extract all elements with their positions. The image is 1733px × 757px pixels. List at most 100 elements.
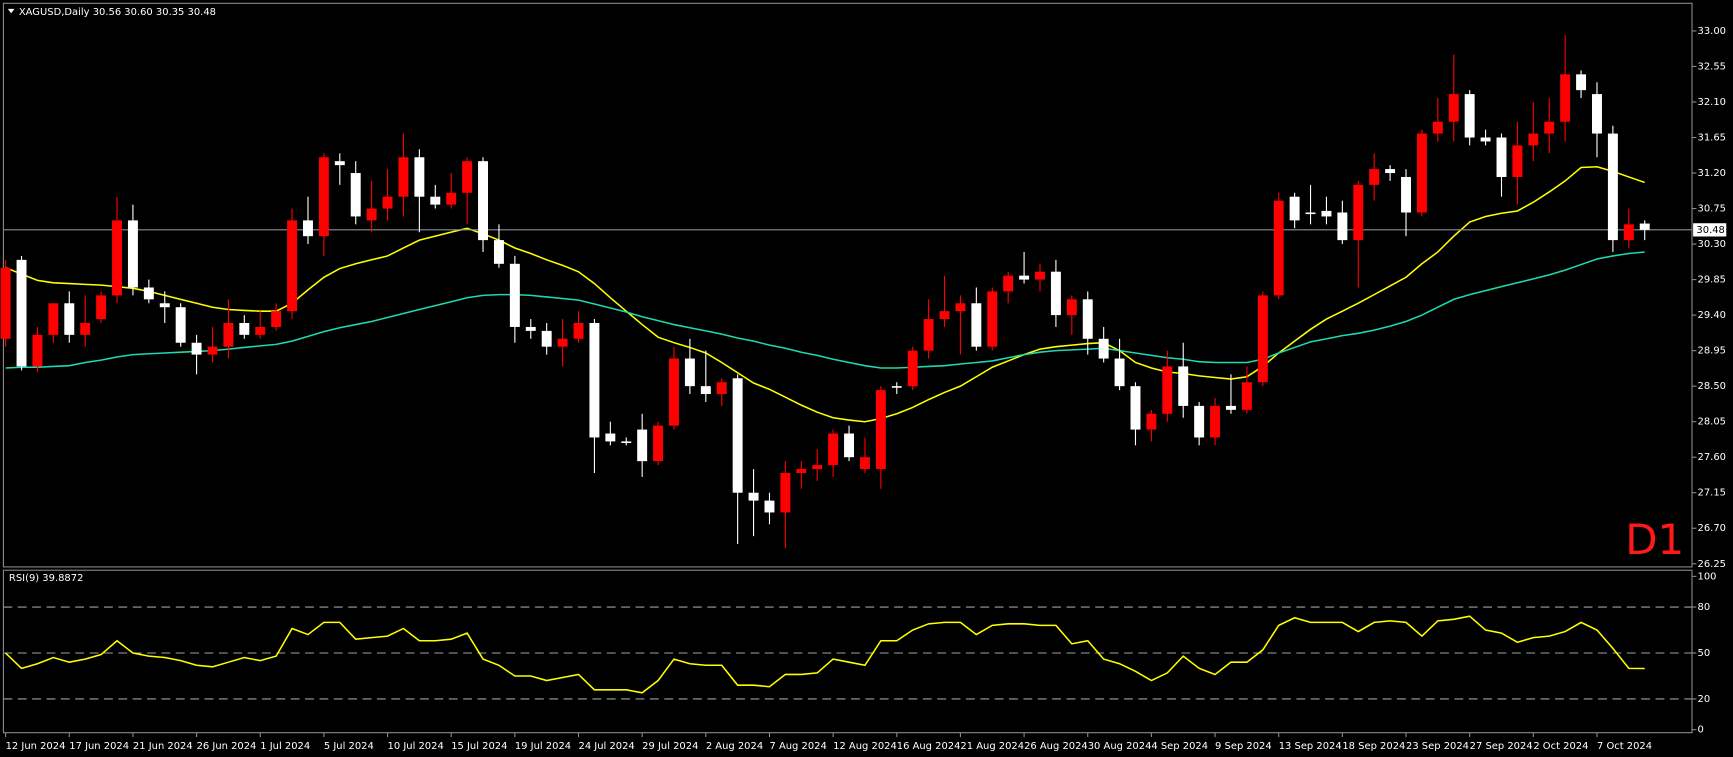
x-tick-label: 30 Aug 2024 [1088,741,1152,752]
candle-body [1050,271,1061,316]
current-price-box [1693,223,1727,237]
candle-body [1003,275,1014,292]
candle-body [1496,137,1507,177]
x-tick-label: 7 Aug 2024 [769,741,826,752]
candle-body [541,330,552,347]
candle-body [971,303,982,347]
candle-body [430,196,441,205]
candle-body [1607,133,1618,241]
candle-body [1225,405,1236,410]
x-tick-label: 10 Jul 2024 [388,741,444,752]
candle-body [573,323,584,339]
chart-title: XAGUSD,Daily 30.56 30.60 30.35 30.48 [19,7,216,18]
candle-body [143,287,154,300]
candle-body [637,429,648,462]
candle-body [271,311,282,327]
candle-body [446,192,457,205]
candle-body [1082,299,1093,339]
x-tick-label: 26 Aug 2024 [1024,741,1088,752]
y-tick-label: 27.15 [1698,488,1726,499]
y-tick-label: 26.25 [1698,559,1726,570]
x-tick-label: 19 Jul 2024 [515,741,571,752]
y-tick-label: 28.50 [1698,381,1726,392]
candle-body [716,382,727,395]
y-tick-label: 31.20 [1698,168,1726,179]
x-tick-label: 1 Jul 2024 [260,741,310,752]
candle-body [366,208,377,221]
candle-body [493,240,504,264]
candle-body [223,323,234,347]
y-tick-label: 28.95 [1698,346,1726,357]
candle-body [939,311,950,320]
y-tick-label: 31.65 [1698,133,1726,144]
x-tick-label: 21 Jun 2024 [133,741,193,752]
x-tick-label: 12 Jun 2024 [6,741,66,752]
candle-body [780,472,791,513]
candle-body [1066,299,1077,316]
candle-body [16,259,27,367]
candle-body [700,386,711,395]
candle-body [191,342,202,355]
candle-body [1353,184,1364,241]
x-tick-label: 2 Aug 2024 [706,741,763,752]
candle-body [748,492,759,501]
y-tick-label: 50 [1698,648,1711,659]
y-tick-label: 27.60 [1698,452,1726,463]
candle-body [1432,121,1443,134]
x-tick-label: 29 Jul 2024 [642,741,698,752]
candle-body [80,323,91,335]
x-tick-label: 7 Oct 2024 [1597,741,1652,752]
candle-body [398,157,409,197]
candle-body [621,441,632,443]
candle-body [1210,405,1221,438]
candle-body [207,346,218,355]
candle-body [1512,145,1523,177]
candle-body [382,196,393,209]
candle-body [318,157,329,237]
candle-body [1560,74,1571,122]
x-tick-label: 2 Oct 2024 [1533,741,1588,752]
candle-body [255,326,266,335]
candle-body [478,161,488,241]
candle-body [1448,94,1459,122]
title-marker [7,8,15,14]
candle-body [1289,196,1300,221]
candle-body [732,378,743,493]
candle-body [96,295,107,320]
x-tick-label: 9 Sep 2024 [1215,741,1272,752]
candle-body [764,500,775,513]
candle-body [1623,224,1634,241]
candle-body [1098,338,1109,359]
candle-body [1130,386,1141,430]
candle-body [32,334,43,367]
candle-body [1019,275,1030,280]
candle-body [1273,200,1284,296]
candle-body [462,161,473,193]
timeframe-annotation: D1 [1625,515,1684,564]
candle-body [589,323,600,438]
candle-body [684,358,695,387]
candle-body [239,323,250,335]
candle-body [509,263,520,327]
rsi-panel-frame [2,569,1693,734]
candle-body [1464,94,1475,138]
candle-body [1576,74,1587,91]
candle-body [987,291,998,347]
y-tick-label: 20 [1698,694,1711,705]
y-tick-label: 28.05 [1698,417,1726,428]
current-price-label: 30.48 [1696,225,1724,236]
y-tick-label: 26.70 [1698,523,1726,534]
rsi-title: RSI(9) 39.8872 [9,573,83,584]
candle-body [350,173,361,217]
candle-body [907,350,918,387]
candle-body [1194,405,1205,438]
x-tick-label: 17 Jun 2024 [69,741,129,752]
candle-body [127,220,138,288]
y-tick-label: 30.30 [1698,239,1726,250]
x-tick-label: 5 Jul 2024 [324,741,374,752]
candle-body [287,220,298,312]
candle-body [64,303,75,335]
candle-body [159,303,170,308]
candle-body [1592,94,1602,134]
